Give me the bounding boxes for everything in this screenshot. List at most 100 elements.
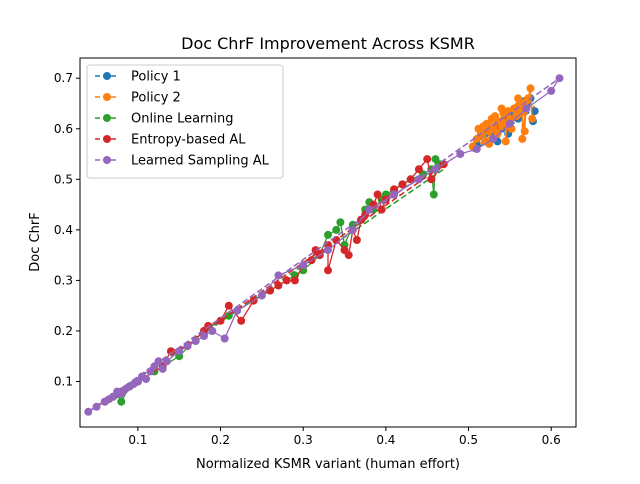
legend-marker: [103, 72, 111, 80]
data-point: [220, 334, 229, 343]
data-point: [373, 190, 382, 199]
legend-label: Policy 2: [131, 91, 181, 106]
data-point: [84, 407, 93, 416]
data-point: [162, 357, 171, 366]
data-point: [266, 286, 275, 295]
data-point: [522, 104, 531, 113]
data-point: [524, 94, 533, 103]
y-tick-label: 0.4: [54, 223, 73, 237]
y-axis: 0.1 0.2 0.3 0.4 0.5 0.6 0.7: [54, 71, 80, 389]
data-point: [117, 397, 126, 406]
data-point: [530, 107, 539, 116]
y-tick-label: 0.7: [54, 71, 73, 85]
legend-item-online-learning: Online Learning: [95, 112, 234, 127]
data-point: [501, 137, 510, 146]
data-point: [429, 190, 438, 199]
data-point: [482, 119, 491, 128]
data-point: [398, 180, 407, 189]
data-point: [547, 86, 556, 95]
data-point: [175, 347, 184, 356]
legend-marker: [103, 156, 111, 164]
data-point: [518, 134, 527, 143]
data-point: [514, 94, 523, 103]
y-tick-label: 0.2: [54, 324, 73, 338]
data-point: [520, 127, 529, 136]
legend-item-entropy-based-al: Entropy-based AL: [95, 133, 246, 148]
data-point: [505, 119, 514, 128]
data-point: [332, 225, 341, 234]
legend-marker: [103, 93, 111, 101]
x-tick-label: 0.2: [211, 433, 230, 447]
data-point: [183, 342, 192, 351]
legend-marker: [103, 114, 111, 122]
data-point: [166, 347, 175, 356]
y-axis-label: Doc ChrF: [28, 212, 43, 271]
data-point: [191, 337, 200, 346]
y-tick-label: 0.1: [54, 375, 73, 389]
data-point: [274, 281, 283, 290]
data-point: [555, 74, 564, 83]
series-trend-line: [87, 77, 560, 413]
x-tick-label: 0.5: [459, 433, 478, 447]
data-point: [324, 246, 332, 255]
legend-label: Online Learning: [131, 112, 234, 127]
plot-frame: [79, 57, 577, 428]
data-point: [257, 291, 266, 300]
data-point: [324, 230, 332, 239]
data-point: [365, 205, 374, 214]
legend-label: Policy 1: [131, 70, 181, 85]
y-tick-label: 0.3: [54, 273, 73, 287]
data-point: [216, 316, 225, 325]
data-point: [92, 402, 101, 411]
legend-marker: [103, 135, 111, 143]
data-point: [423, 155, 432, 164]
data-point: [224, 301, 233, 310]
y-tick-label: 0.6: [54, 122, 73, 136]
data-point: [344, 251, 353, 260]
plot-layer: [84, 74, 564, 416]
legend: Policy 1 Policy 2 Online Learning Entropy-b…: [86, 64, 284, 179]
x-tick-label: 0.6: [542, 433, 561, 447]
data-point: [237, 316, 246, 325]
data-point: [208, 327, 217, 335]
data-point: [377, 205, 386, 214]
data-point: [233, 306, 242, 315]
data-point: [299, 261, 308, 270]
data-point: [526, 84, 535, 93]
data-point: [352, 236, 361, 244]
data-point: [427, 175, 436, 184]
data-point: [348, 225, 357, 234]
data-point: [491, 112, 499, 121]
data-point: [390, 190, 399, 199]
legend-item-learned-sampling-al: Learned Sampling AL: [95, 154, 270, 169]
data-point: [414, 165, 423, 174]
data-point: [200, 332, 208, 340]
x-axis-label: Normalized KSMR variant (human effort): [196, 457, 460, 472]
data-point: [142, 375, 151, 383]
data-point: [336, 218, 345, 227]
data-point: [431, 165, 440, 174]
data-point: [290, 276, 299, 285]
data-point: [154, 357, 163, 366]
legend-label: Entropy-based AL: [131, 133, 246, 148]
x-tick-label: 0.1: [128, 433, 147, 447]
legend-item-policy-2: Policy 2: [95, 91, 181, 106]
series-learned-sampling-al: [84, 74, 564, 416]
legend-item-policy-1: Policy 1: [95, 70, 181, 85]
x-tick-label: 0.3: [294, 433, 313, 447]
data-point: [414, 175, 423, 184]
data-point: [324, 266, 332, 275]
data-point: [456, 150, 465, 158]
legend-label: Learned Sampling AL: [131, 154, 270, 169]
x-axis: 0.1 0.2 0.3 0.4 0.5 0.6: [128, 427, 561, 447]
data-point: [472, 145, 481, 153]
chart-title: Doc ChrF Improvement Across KSMR: [181, 34, 475, 53]
data-point: [158, 364, 167, 373]
data-point: [489, 134, 498, 143]
legend-box: [86, 64, 284, 179]
x-tick-label: 0.4: [376, 433, 395, 447]
data-point: [497, 104, 506, 113]
data-point: [274, 271, 283, 280]
